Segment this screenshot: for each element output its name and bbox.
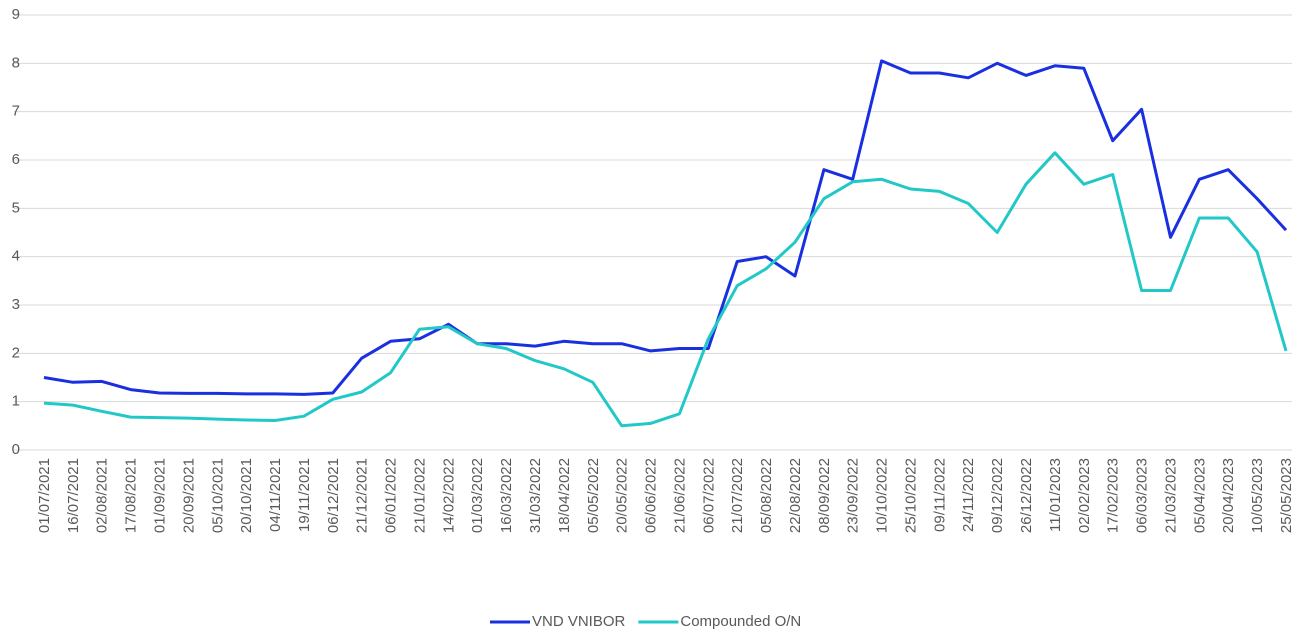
x-tick-label: 06/01/2022 bbox=[383, 458, 400, 533]
x-tick-label: 20/04/2023 bbox=[1220, 458, 1237, 533]
x-tick-label: 20/05/2022 bbox=[614, 458, 631, 533]
x-tick-label: 16/07/2021 bbox=[65, 458, 82, 533]
x-tick-label: 25/10/2022 bbox=[902, 458, 919, 533]
x-tick-label: 20/09/2021 bbox=[180, 458, 197, 533]
x-tick-label: 26/12/2022 bbox=[1018, 458, 1035, 533]
x-tick-label: 06/03/2023 bbox=[1134, 458, 1151, 533]
x-tick-label: 01/03/2022 bbox=[469, 458, 486, 533]
x-tick-label: 24/11/2022 bbox=[960, 458, 977, 532]
x-tick-label: 06/06/2022 bbox=[643, 458, 660, 533]
x-tick-label: 21/01/2022 bbox=[411, 458, 428, 533]
x-tick-label: 09/11/2022 bbox=[931, 458, 948, 532]
x-tick-label: 18/04/2022 bbox=[556, 458, 573, 533]
y-tick-label: 4 bbox=[12, 248, 20, 265]
series-line bbox=[43, 59, 1288, 396]
x-tick-label: 06/12/2021 bbox=[325, 458, 342, 533]
y-tick-label: 2 bbox=[12, 344, 20, 361]
x-tick-label: 17/02/2023 bbox=[1105, 458, 1122, 533]
x-tick-label: 16/03/2022 bbox=[498, 458, 515, 533]
y-tick-label: 1 bbox=[12, 393, 20, 410]
x-tick-label: 10/10/2022 bbox=[874, 458, 891, 533]
x-tick-label: 23/09/2022 bbox=[845, 458, 862, 533]
x-tick-label: 11/01/2023 bbox=[1047, 458, 1064, 532]
y-tick-label: 0 bbox=[12, 441, 20, 458]
x-tick-label: 21/12/2021 bbox=[354, 458, 371, 533]
y-tick-label: 6 bbox=[12, 151, 20, 168]
x-tick-label: 02/08/2021 bbox=[94, 458, 111, 533]
x-tick-label: 25/05/2023 bbox=[1278, 458, 1295, 533]
x-tick-label: 06/07/2022 bbox=[700, 458, 717, 533]
x-tick-label: 04/11/2021 bbox=[267, 458, 284, 532]
x-tick-label: 08/09/2022 bbox=[816, 458, 833, 533]
y-tick-label: 5 bbox=[12, 199, 20, 216]
x-tick-label: 31/03/2022 bbox=[527, 458, 544, 533]
x-tick-label: 01/09/2021 bbox=[152, 458, 169, 533]
x-tick-label: 21/06/2022 bbox=[671, 458, 688, 533]
x-tick-label: 05/05/2022 bbox=[585, 458, 602, 533]
y-tick-label: 7 bbox=[12, 103, 20, 120]
series-line bbox=[43, 151, 1288, 428]
x-tick-label: 09/12/2022 bbox=[989, 458, 1006, 533]
x-tick-label: 22/08/2022 bbox=[787, 458, 804, 533]
x-tick-label: 14/02/2022 bbox=[440, 458, 457, 533]
x-tick-label: 20/10/2021 bbox=[238, 458, 255, 533]
legend-label: VND VNIBOR bbox=[532, 613, 626, 630]
x-tick-label: 21/03/2023 bbox=[1162, 458, 1179, 533]
y-tick-label: 9 bbox=[12, 6, 20, 23]
x-tick-label: 05/08/2022 bbox=[758, 458, 775, 533]
x-tick-label: 17/08/2021 bbox=[123, 458, 140, 533]
x-tick-label: 21/07/2022 bbox=[729, 458, 746, 533]
x-tick-label: 02/02/2023 bbox=[1076, 458, 1093, 533]
x-tick-label: 05/10/2021 bbox=[209, 458, 226, 533]
x-tick-label: 10/05/2023 bbox=[1249, 458, 1266, 533]
x-tick-label: 05/04/2023 bbox=[1191, 458, 1208, 533]
legend-label: Compounded O/N bbox=[680, 613, 801, 630]
x-tick-label: 01/07/2021 bbox=[36, 458, 53, 533]
y-tick-label: 3 bbox=[12, 296, 20, 313]
x-tick-label: 19/11/2021 bbox=[296, 458, 313, 532]
y-tick-label: 8 bbox=[12, 54, 20, 71]
